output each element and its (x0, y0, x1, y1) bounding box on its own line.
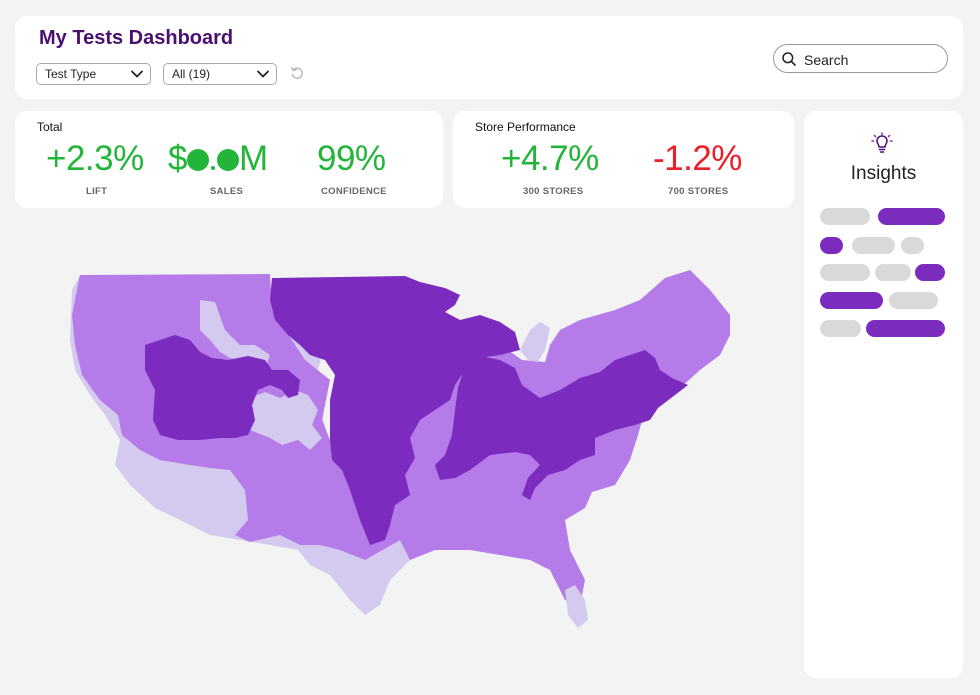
us-region-map (70, 270, 730, 628)
insight-highlight-bar (820, 292, 883, 309)
insight-placeholder-bar (901, 237, 924, 254)
top-stores-value: +4.7% (501, 139, 599, 178)
insight-placeholder-bar (820, 320, 861, 337)
confidence-label: CONFIDENCE (321, 186, 387, 197)
map-region-light (245, 390, 322, 450)
insight-placeholder-bar (889, 292, 938, 309)
map-region-dark (435, 350, 688, 500)
sales-label: SALES (210, 186, 244, 197)
insight-placeholder-bar (875, 264, 911, 281)
header-card: My Tests Dashboard Test Type All (19) Se… (15, 16, 963, 99)
insight-highlight-bar (820, 237, 843, 254)
search-placeholder: Search (804, 52, 849, 68)
chevron-down-icon (131, 70, 143, 78)
confidence-value: 99% (317, 139, 386, 178)
store-performance-title: Store Performance (475, 120, 576, 134)
insights-title: Insights (850, 163, 917, 184)
all-tests-select-label: All (19) (172, 67, 211, 81)
sales-value-prefix: $ (168, 139, 187, 178)
insight-highlight-bar (915, 264, 945, 281)
lift-value: +2.3% (46, 139, 144, 178)
reset-icon[interactable] (289, 65, 305, 81)
total-card-title: Total (37, 120, 63, 134)
insight-highlight-bar (878, 208, 945, 225)
test-type-select-label: Test Type (45, 67, 97, 81)
insight-highlight-bar (866, 320, 945, 337)
bottom-stores-label: 700 STORES (668, 186, 729, 197)
bottom-stores-value: -1.2% (653, 139, 742, 178)
lightbulb-icon (871, 132, 893, 153)
search-icon (782, 52, 796, 66)
map-region-dark (145, 335, 300, 440)
insight-placeholder-bar (820, 264, 870, 281)
masked-digit-dot (216, 149, 239, 171)
sales-value-suffix: M (238, 139, 268, 178)
insight-placeholder-bar (820, 208, 870, 225)
chevron-down-icon (257, 70, 269, 78)
decimal-point (210, 166, 215, 170)
map-region-light (520, 322, 550, 362)
store-performance-card: Store Performance +4.7% 300 STORES -1.2%… (453, 111, 794, 208)
sales-value: $ M (168, 139, 268, 179)
top-stores-label: 300 STORES (523, 186, 584, 197)
page-title: My Tests Dashboard (39, 27, 234, 49)
masked-digit-dot (186, 149, 209, 171)
map-region-dark (270, 276, 520, 545)
search-input[interactable]: Search (773, 44, 948, 73)
insight-placeholder-bar (852, 237, 895, 254)
map-region-light (200, 300, 270, 370)
lift-label: LIFT (86, 186, 108, 197)
map-region-light (565, 585, 588, 628)
insights-panel: Insights (804, 111, 963, 678)
test-type-select[interactable]: Test Type (36, 63, 151, 85)
total-kpi-card: Total +2.3% LIFT $ M SALES 99% CONFIDENCE (15, 111, 443, 208)
all-tests-select[interactable]: All (19) (163, 63, 277, 85)
